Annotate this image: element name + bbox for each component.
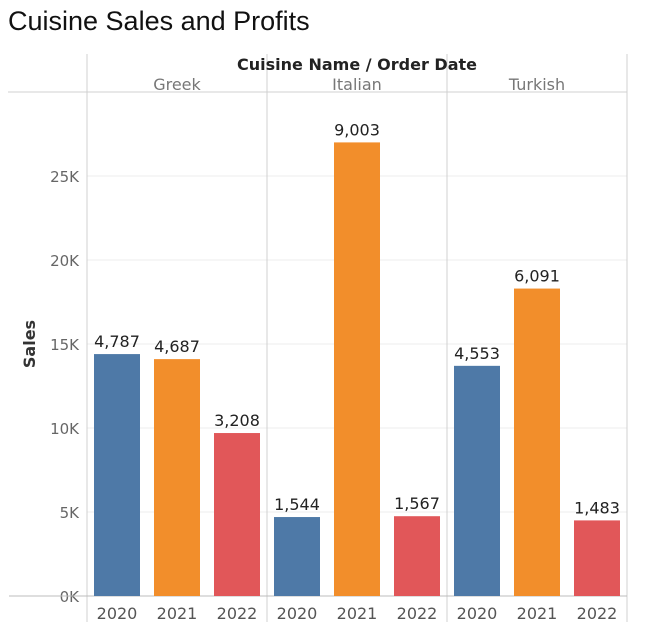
- y-tick-label: 5K: [60, 504, 81, 522]
- bar-value-label: 1,544: [274, 495, 320, 514]
- x-tick-label: 2020: [457, 604, 498, 623]
- bar-value-label: 4,687: [154, 337, 200, 356]
- bar: [274, 517, 320, 596]
- x-tick-label: 2020: [97, 604, 138, 623]
- bar: [334, 142, 380, 596]
- bar: [94, 354, 140, 596]
- y-tick-label: 10K: [50, 420, 80, 438]
- bar: [214, 433, 260, 596]
- bar-value-label: 9,003: [334, 120, 380, 139]
- x-tick-label: 2020: [277, 604, 318, 623]
- header-label: Cuisine Name / Order Date: [237, 55, 477, 74]
- x-tick-label: 2021: [157, 604, 198, 623]
- y-axis-label: Sales: [20, 320, 39, 368]
- y-tick-label: 0K: [60, 588, 81, 606]
- bar: [454, 365, 500, 596]
- bar-value-label: 6,091: [514, 267, 560, 286]
- x-tick-label: 2022: [397, 604, 438, 623]
- group-label: Italian: [332, 75, 382, 94]
- bar: [514, 288, 560, 596]
- x-tick-label: 2021: [337, 604, 378, 623]
- bar: [394, 516, 440, 596]
- group-label: Turkish: [508, 75, 565, 94]
- bar-value-label: 4,787: [94, 332, 140, 351]
- bar-value-label: 1,483: [574, 498, 620, 517]
- bar-value-label: 3,208: [214, 411, 260, 430]
- y-tick-label: 25K: [50, 168, 80, 186]
- x-tick-label: 2021: [517, 604, 558, 623]
- chart-title: Cuisine Sales and Profits: [8, 6, 310, 36]
- bar: [574, 520, 620, 596]
- y-tick-label: 15K: [50, 336, 80, 354]
- bar-value-label: 1,567: [394, 494, 440, 513]
- group-label: Greek: [153, 75, 201, 94]
- bar-value-label: 4,553: [454, 344, 500, 363]
- x-tick-label: 2022: [577, 604, 618, 623]
- x-tick-label: 2022: [217, 604, 258, 623]
- y-tick-label: 20K: [50, 252, 80, 270]
- bar: [154, 359, 200, 596]
